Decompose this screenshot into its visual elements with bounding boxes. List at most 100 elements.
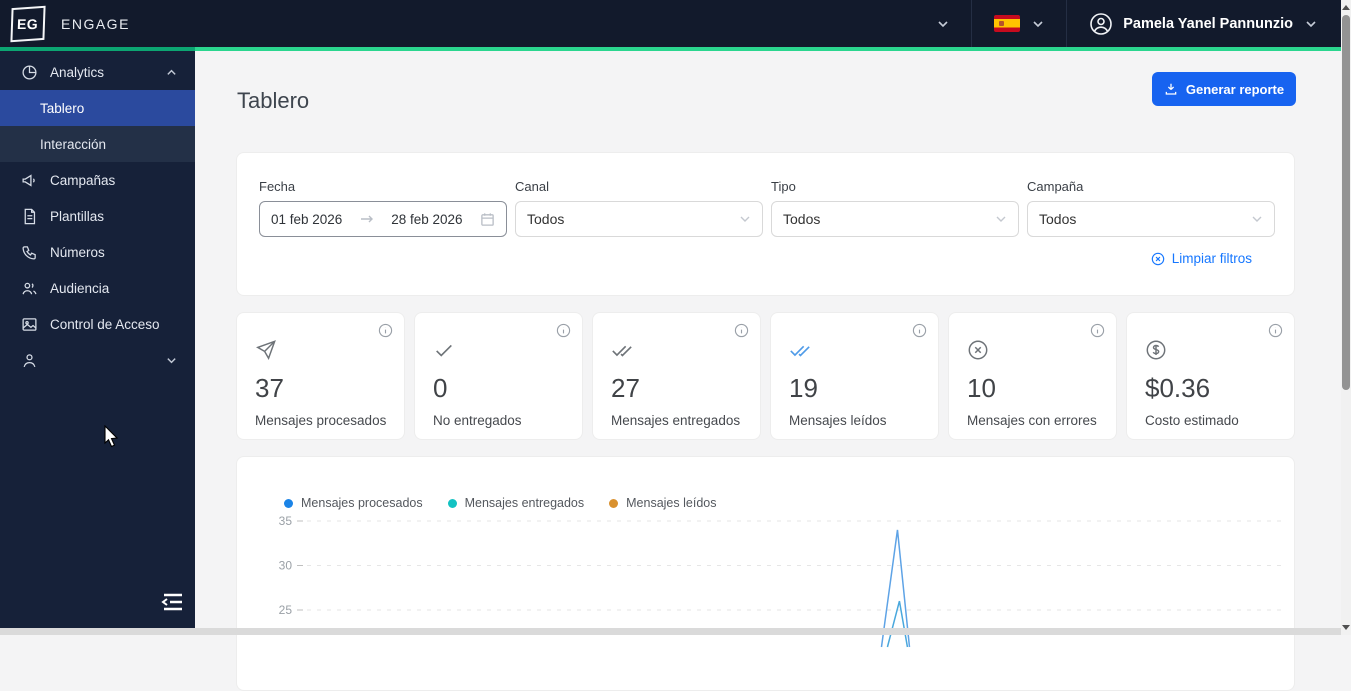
stat-label: No entregados <box>433 413 566 428</box>
clear-filters-label: Limpiar filtros <box>1172 251 1252 266</box>
collapse-sidebar-icon[interactable] <box>160 591 186 613</box>
user-avatar-icon <box>1089 12 1113 36</box>
info-icon[interactable] <box>378 323 393 338</box>
sidebar-item-interaccion[interactable]: Interacción <box>0 126 195 162</box>
sidebar-item-label: Audiencia <box>50 281 109 296</box>
sidebar-item-plantillas[interactable]: Plantillas <box>0 198 195 234</box>
apps-dropdown[interactable] <box>915 0 971 47</box>
spain-flag-icon <box>994 15 1020 32</box>
sidebar-item-label: Números <box>50 245 105 260</box>
stat-card-mensajes-leidos: 19 Mensajes leídos <box>770 312 939 440</box>
stat-value: 10 <box>967 373 1100 404</box>
document-icon <box>21 208 38 225</box>
channel-selected-value: Todos <box>527 211 564 227</box>
scroll-down-arrow-icon[interactable] <box>1341 621 1351 633</box>
sidebar-item-label: Interacción <box>40 137 106 152</box>
megaphone-icon <box>21 172 38 189</box>
stat-value: 0 <box>433 373 566 404</box>
language-selector[interactable] <box>971 0 1066 47</box>
pie-chart-icon <box>21 64 38 81</box>
stat-value: $0.36 <box>1145 373 1278 404</box>
sidebar: Analytics Tablero Interacción Campañas P… <box>0 51 195 635</box>
send-icon <box>255 339 277 361</box>
chevron-down-icon <box>1305 18 1317 30</box>
campaign-selected-value: Todos <box>1039 211 1076 227</box>
chevron-down-icon <box>739 213 751 225</box>
sidebar-item-label: Analytics <box>50 65 104 80</box>
chevron-down-icon <box>1032 18 1044 30</box>
legend-item-leidos[interactable]: Mensajes leídos <box>609 496 716 510</box>
dollar-circle-icon <box>1145 339 1167 361</box>
chevron-down-icon <box>937 18 949 30</box>
generate-report-button[interactable]: Generar reporte <box>1152 72 1296 106</box>
scrollbar-thumb[interactable] <box>1342 15 1350 390</box>
close-circle-icon <box>1151 252 1165 266</box>
horizontal-scrollbar[interactable] <box>0 628 1341 635</box>
sidebar-item-numeros[interactable]: Números <box>0 234 195 270</box>
filters-card: Fecha 01 feb 2026 28 feb 2026 Canal Todo… <box>236 152 1295 296</box>
legend-item-procesados[interactable]: Mensajes procesados <box>284 496 423 510</box>
sidebar-item-label: Campañas <box>50 173 115 188</box>
error-circle-icon <box>967 339 989 361</box>
vertical-scrollbar[interactable] <box>1341 0 1351 635</box>
legend-label: Mensajes entregados <box>465 496 585 510</box>
generate-report-label: Generar reporte <box>1186 82 1284 97</box>
stat-label: Mensajes entregados <box>611 413 744 428</box>
campaign-filter-label: Campaña <box>1027 179 1275 194</box>
sidebar-item-audiencia[interactable]: Audiencia <box>0 270 195 306</box>
clear-filters-link[interactable]: Limpiar filtros <box>1151 251 1252 266</box>
brand-name: ENGAGE <box>61 16 130 32</box>
sidebar-item-label: Tablero <box>40 101 84 116</box>
scroll-up-arrow-icon[interactable] <box>1341 2 1351 14</box>
legend-item-entregados[interactable]: Mensajes entregados <box>448 496 585 510</box>
channel-filter-label: Canal <box>515 179 763 194</box>
top-bar: EG ENGAGE Pamela Yanel Pannunzio <box>0 0 1351 47</box>
sidebar-item-archivos[interactable]: Control de Acceso <box>0 306 195 342</box>
stat-value: 19 <box>789 373 922 404</box>
check-icon <box>433 339 455 361</box>
arrow-right-icon <box>360 214 374 224</box>
svg-text:35: 35 <box>279 514 293 528</box>
sidebar-item-analytics[interactable]: Analytics <box>0 54 195 90</box>
chevron-up-icon <box>166 67 177 78</box>
date-to-value[interactable]: 28 feb 2026 <box>391 212 462 227</box>
accent-line-right <box>195 47 1351 51</box>
channel-select[interactable]: Todos <box>515 201 763 237</box>
chevron-down-icon <box>166 355 177 366</box>
date-range-picker[interactable]: 01 feb 2026 28 feb 2026 <box>259 201 507 237</box>
double-check-blue-icon <box>789 339 811 361</box>
legend-dot-blue <box>284 499 293 508</box>
people-icon <box>21 280 38 297</box>
info-icon[interactable] <box>734 323 749 338</box>
svg-text:30: 30 <box>279 559 293 573</box>
info-icon[interactable] <box>1268 323 1283 338</box>
chevron-down-icon <box>995 213 1007 225</box>
chart-legend: Mensajes procesados Mensajes entregados … <box>284 496 716 510</box>
download-icon <box>1164 82 1178 96</box>
sidebar-item-control-de-acceso[interactable] <box>0 342 195 378</box>
type-select[interactable]: Todos <box>771 201 1019 237</box>
calendar-icon <box>480 212 495 227</box>
info-icon[interactable] <box>556 323 571 338</box>
stat-label: Mensajes leídos <box>789 413 922 428</box>
campaign-select[interactable]: Todos <box>1027 201 1275 237</box>
info-icon[interactable] <box>912 323 927 338</box>
accent-line-left <box>0 47 195 51</box>
info-icon[interactable] <box>1090 323 1105 338</box>
date-from-value[interactable]: 01 feb 2026 <box>271 212 342 227</box>
image-file-icon <box>21 316 38 333</box>
person-icon <box>21 352 38 369</box>
legend-dot-teal <box>448 499 457 508</box>
messages-chart-card: Mensajes procesados Mensajes entregados … <box>236 456 1295 691</box>
app-logo: EG <box>10 5 45 41</box>
page-title: Tablero <box>237 88 309 114</box>
user-menu[interactable]: Pamela Yanel Pannunzio <box>1066 0 1351 47</box>
type-filter-label: Tipo <box>771 179 1019 194</box>
phone-icon <box>21 244 38 261</box>
legend-dot-orange <box>609 499 618 508</box>
stat-card-no-entregados: 0 No entregados <box>414 312 583 440</box>
sidebar-item-campanas[interactable]: Campañas <box>0 162 195 198</box>
sidebar-item-tablero[interactable]: Tablero <box>0 90 195 126</box>
sidebar-item-label: Control de Acceso <box>50 317 160 332</box>
